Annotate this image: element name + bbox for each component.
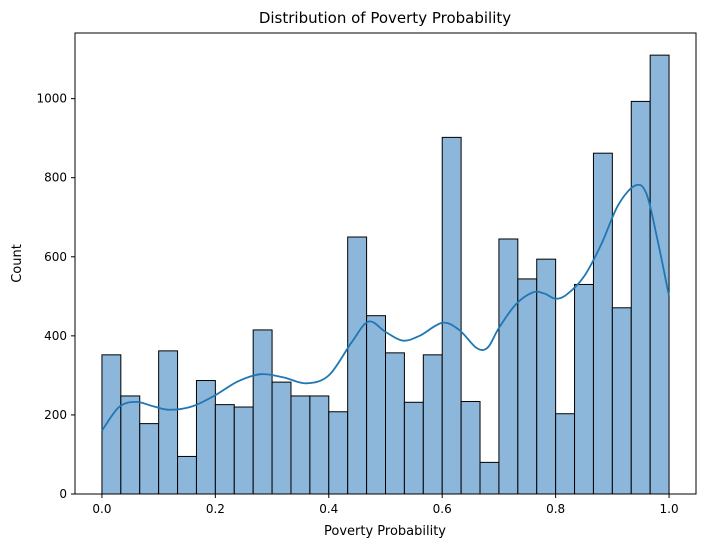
x-tick-label: 0.6	[433, 502, 452, 516]
plot-frame	[74, 32, 697, 495]
histogram-bar	[347, 236, 368, 495]
histogram-bar	[460, 400, 481, 495]
x-tick-label: 0.2	[206, 502, 225, 516]
x-tick-label: 0.0	[92, 502, 111, 516]
histogram-bar	[101, 354, 122, 495]
x-tick-label: 0.8	[546, 502, 565, 516]
histogram-bar	[309, 395, 330, 495]
kde-curve	[101, 183, 670, 432]
histogram-bar	[517, 278, 538, 495]
histogram-bar	[649, 54, 670, 495]
chart-title: Distribution of Poverty Probability	[259, 9, 511, 27]
histogram-bar	[630, 100, 651, 495]
x-tick-label: 0.4	[319, 502, 338, 516]
histogram-bar	[574, 283, 594, 495]
histogram-bar	[592, 152, 613, 495]
y-tick-label: 800	[44, 171, 67, 185]
histogram-bar	[498, 238, 519, 495]
histogram-bar	[555, 413, 576, 495]
histogram-bar	[611, 307, 632, 495]
x-axis-label: Poverty Probability	[324, 524, 446, 539]
histogram-bar	[233, 406, 254, 495]
histogram-bar	[271, 381, 292, 495]
x-axis: 0.0 0.2 0.4 0.6 0.8 1.0	[92, 494, 679, 516]
histogram-bar	[252, 329, 273, 495]
y-axis-label: Count	[10, 244, 25, 283]
x-tick-label: 1.0	[660, 502, 679, 516]
y-tick-label: 1000	[36, 92, 67, 106]
histogram-bar	[366, 315, 386, 495]
y-tick-label: 600	[44, 250, 67, 264]
histogram-bar	[441, 136, 462, 495]
y-tick-label: 200	[44, 408, 67, 422]
histogram-bar	[158, 350, 179, 495]
y-axis: 0 200 400 600 800 1000	[36, 92, 75, 501]
histogram-bar	[120, 395, 141, 495]
y-tick-label: 400	[44, 329, 67, 343]
histogram-bar	[328, 411, 349, 495]
histogram-bar	[214, 404, 235, 495]
histogram-bar	[177, 455, 197, 495]
histogram-bar	[385, 352, 405, 495]
y-tick-label: 0	[59, 487, 67, 501]
histogram-bar	[290, 395, 311, 495]
histogram-bar	[139, 423, 160, 495]
histogram-bar	[422, 354, 443, 495]
histogram-bar	[479, 461, 500, 495]
histogram-bar	[403, 401, 424, 495]
histogram-bars	[101, 54, 670, 495]
